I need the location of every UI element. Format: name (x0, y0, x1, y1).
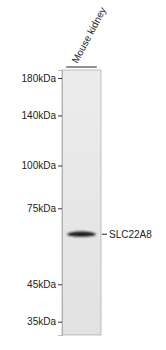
tick: 140kDa (22, 110, 62, 121)
bands (67, 232, 96, 237)
lane-label: Mouse kidney (70, 5, 109, 65)
tick-label: 45kDa (27, 279, 56, 290)
tick-label: 180kDa (22, 73, 57, 84)
lane-line (66, 67, 97, 68)
tick: 35kDa (27, 316, 62, 327)
tick: 180kDa (22, 73, 62, 84)
tick: 75kDa (27, 203, 62, 214)
tick-mark (58, 208, 62, 209)
tick: 100kDa (22, 160, 62, 171)
membrane (62, 70, 101, 335)
tick: 45kDa (27, 279, 62, 290)
tick-mark (58, 78, 62, 79)
annotation-line (102, 234, 107, 235)
tick-mark (58, 284, 62, 285)
axis-line (58, 71, 63, 336)
tick-label: 75kDa (27, 203, 56, 214)
tick-mark (58, 115, 62, 116)
annotation: SLC22A8 (109, 229, 152, 240)
tick-label: 35kDa (27, 316, 56, 327)
band (67, 232, 96, 237)
blot-figure: 180kDa 140kDa 100kDa 75kDa 45kDa 35kDa Mouse k… (0, 0, 166, 350)
tick-mark (58, 165, 62, 166)
tick-label: 140kDa (22, 110, 57, 121)
tick-label: 100kDa (22, 160, 57, 171)
tick-mark (58, 322, 62, 323)
y-axis: 180kDa 140kDa 100kDa 75kDa 45kDa 35kDa (22, 71, 63, 336)
